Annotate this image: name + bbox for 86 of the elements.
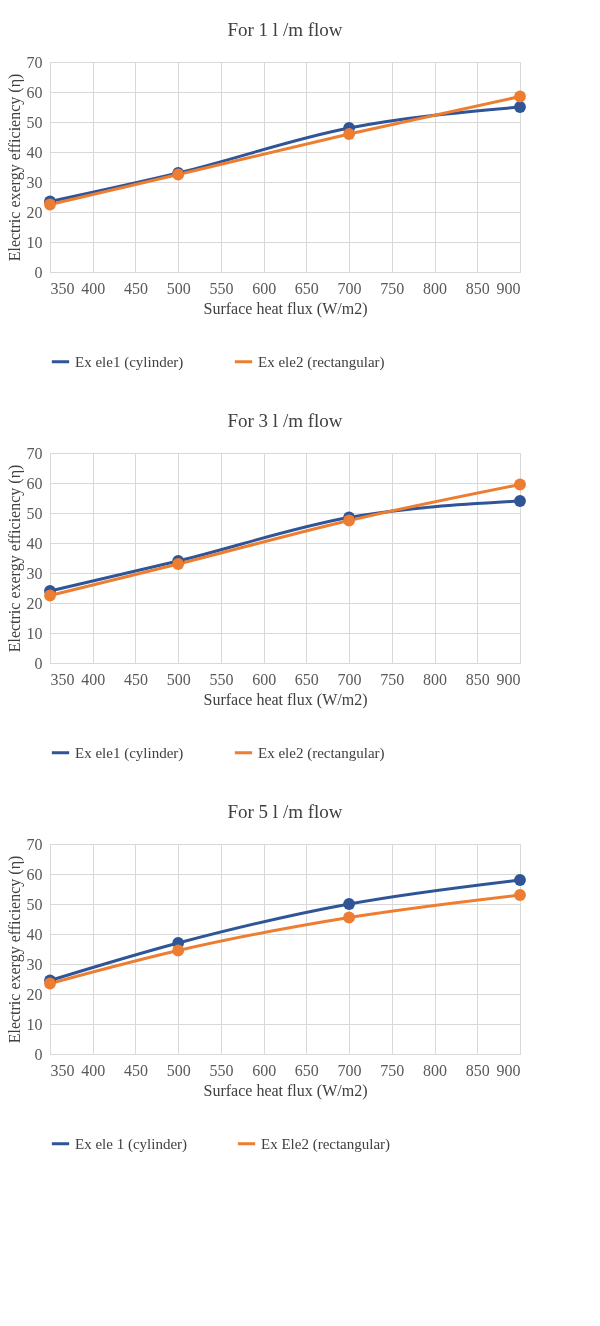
legend-label: Ex ele2 (rectangular) xyxy=(258,353,385,371)
x-tick-label: 550 xyxy=(209,1061,234,1079)
x-tick-label: 850 xyxy=(465,670,490,688)
y-axis-title: Electric exergy efficiency (η) xyxy=(5,464,24,653)
x-tick-label: 550 xyxy=(209,670,234,688)
y-tick-label: 30 xyxy=(26,955,43,973)
x-tick-label: 400 xyxy=(81,670,106,688)
y-tick-label: 10 xyxy=(26,624,43,642)
x-tick-label: 400 xyxy=(81,279,106,297)
x-tick-label: 450 xyxy=(123,1061,148,1079)
y-tick-label: 0 xyxy=(34,654,43,672)
point xyxy=(514,874,526,886)
x-tick-label: 750 xyxy=(380,670,405,688)
x-tick-label: 500 xyxy=(166,279,191,297)
point xyxy=(44,589,56,602)
x-axis-title: Surface heat flux (W/m2) xyxy=(203,299,368,318)
y-tick-label: 30 xyxy=(26,173,43,191)
y-tick-label: 20 xyxy=(26,203,43,221)
chart-title: For 1 l /m flow xyxy=(227,19,343,40)
y-tick-label: 50 xyxy=(26,895,43,913)
x-tick-label: 900 xyxy=(496,1061,521,1079)
y-tick-label: 50 xyxy=(26,504,43,522)
x-tick-label: 650 xyxy=(294,670,319,688)
x-tick-label: 700 xyxy=(337,670,362,688)
x-tick-label: 350 xyxy=(50,1061,75,1079)
x-tick-label: 850 xyxy=(465,279,490,297)
x-tick-label: 800 xyxy=(423,1061,448,1079)
point xyxy=(514,90,526,103)
point xyxy=(514,101,526,113)
x-tick-label: 650 xyxy=(294,1061,319,1079)
x-axis-title: Surface heat flux (W/m2) xyxy=(203,690,368,709)
legend-label: Ex ele2 (rectangular) xyxy=(258,744,385,762)
x-tick-label: 550 xyxy=(209,279,234,297)
y-tick-label: 70 xyxy=(26,835,43,853)
point xyxy=(343,898,356,910)
y-tick-label: 20 xyxy=(26,985,43,1003)
x-tick-label: 350 xyxy=(50,279,75,297)
x-tick-label: 750 xyxy=(380,1061,405,1079)
x-tick-label: 450 xyxy=(123,670,148,688)
point xyxy=(343,128,356,140)
x-tick-label: 800 xyxy=(423,279,448,297)
y-axis-title: Electric exergy efficiency (η) xyxy=(5,73,24,262)
point xyxy=(343,911,356,924)
x-tick-label: 450 xyxy=(123,279,148,297)
y-tick-label: 0 xyxy=(34,263,43,281)
x-tick-label: 350 xyxy=(50,670,75,688)
x-tick-label: 500 xyxy=(166,1061,191,1079)
x-axis-title: Surface heat flux (W/m2) xyxy=(203,1081,368,1100)
chart-title: For 3 l /m flow xyxy=(227,410,343,431)
point xyxy=(514,889,526,901)
x-tick-label: 900 xyxy=(496,670,521,688)
x-tick-label: 850 xyxy=(465,1061,490,1079)
y-tick-label: 40 xyxy=(26,143,43,161)
x-tick-label: 600 xyxy=(252,670,277,688)
y-tick-label: 60 xyxy=(26,474,43,492)
y-tick-label: 40 xyxy=(26,925,43,943)
y-tick-label: 20 xyxy=(26,594,43,612)
point xyxy=(514,478,526,491)
y-tick-label: 70 xyxy=(26,444,43,462)
x-tick-label: 500 xyxy=(166,670,191,688)
x-tick-label: 650 xyxy=(294,279,319,297)
y-tick-label: 50 xyxy=(26,113,43,131)
x-tick-label: 600 xyxy=(252,279,277,297)
x-tick-label: 800 xyxy=(423,670,448,688)
legend-label: Ex ele1 (cylinder) xyxy=(75,353,184,371)
legend-label: Ex Ele2 (rectangular) xyxy=(261,1135,391,1153)
y-axis-title: Electric exergy efficiency (η) xyxy=(5,855,24,1044)
y-tick-label: 10 xyxy=(26,233,43,251)
point xyxy=(514,495,526,507)
x-tick-label: 600 xyxy=(252,1061,277,1079)
x-tick-label: 750 xyxy=(380,279,405,297)
point xyxy=(172,944,185,957)
chart-title: For 5 l /m flow xyxy=(227,801,343,822)
y-tick-label: 10 xyxy=(26,1015,43,1033)
y-tick-label: 70 xyxy=(26,53,43,71)
x-tick-label: 400 xyxy=(81,1061,106,1079)
x-tick-label: 900 xyxy=(496,279,521,297)
legend-label: Ex ele1 (cylinder) xyxy=(75,744,184,762)
y-tick-label: 40 xyxy=(26,534,43,552)
x-tick-label: 700 xyxy=(337,1061,362,1079)
y-tick-label: 30 xyxy=(26,564,43,582)
y-tick-label: 0 xyxy=(34,1045,43,1063)
y-tick-label: 60 xyxy=(26,865,43,883)
x-tick-label: 700 xyxy=(337,279,362,297)
legend-label: Ex ele 1 (cylinder) xyxy=(75,1135,188,1153)
y-tick-label: 60 xyxy=(26,83,43,101)
